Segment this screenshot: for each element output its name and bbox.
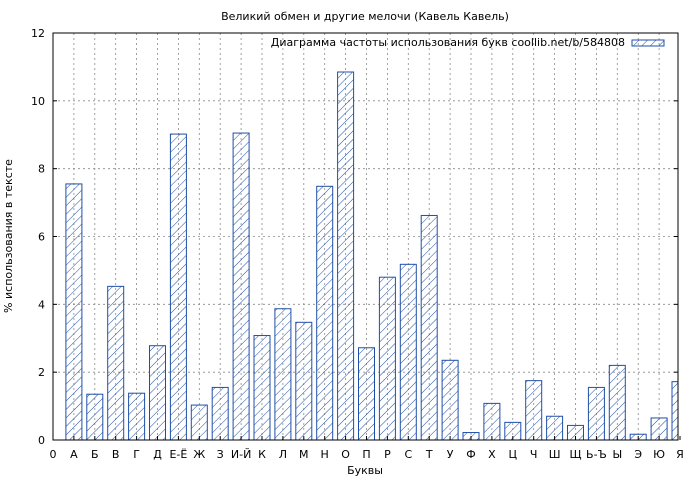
bar-23 (525, 380, 543, 441)
bar-1 (65, 183, 83, 441)
bar-26 (587, 386, 605, 441)
x-tick-label: О (341, 448, 350, 461)
bar-21 (483, 402, 501, 441)
bar-10 (253, 335, 271, 441)
x-tick-label: Х (488, 448, 496, 461)
x-axis-label: Буквы (347, 464, 383, 477)
grid (53, 33, 678, 440)
bar-19 (441, 359, 459, 441)
bar-30 (671, 381, 679, 441)
y-tick-label: 2 (38, 366, 45, 379)
bar-11 (274, 308, 292, 441)
y-tick-label: 12 (31, 27, 45, 40)
x-tick-label: У (447, 448, 454, 461)
x-tick-label: Щ (569, 448, 581, 461)
x-tick-label: Ь-Ъ (586, 448, 607, 461)
x-tick-label: Н (321, 448, 329, 461)
x-tick-label: П (362, 448, 370, 461)
bar-13 (316, 185, 334, 441)
y-tick-label: 8 (38, 163, 45, 176)
x-tick-label: Э (634, 448, 642, 461)
y-tick-label: 0 (38, 434, 45, 447)
bar-16 (378, 276, 396, 441)
bar-14 (337, 71, 355, 441)
x-tick-label: А (70, 448, 78, 461)
x-tick-label: В (112, 448, 120, 461)
x-tick-label: Д (153, 448, 162, 461)
y-axis-ticks: 0 2 4 6 8 10 12 (31, 27, 678, 447)
x-tick-label: И-Й (231, 448, 251, 461)
bar-7 (190, 404, 208, 441)
y-tick-label: 10 (31, 95, 45, 108)
y-tick-label: 4 (38, 298, 45, 311)
x-tick-label: Р (384, 448, 391, 461)
x-tick-label: Ч (530, 448, 538, 461)
chart-title: Великий обмен и другие мелочи (Кавель Ка… (221, 10, 509, 23)
x-tick-label: Ц (509, 448, 518, 461)
bar-6 (169, 133, 187, 441)
x-tick-label: М (299, 448, 309, 461)
legend-swatch (631, 39, 665, 47)
x-tick-label: Ж (193, 448, 205, 461)
x-tick-label: Ф (466, 448, 475, 461)
x-tick-label: Г (133, 448, 140, 461)
x-tick-label: Л (279, 448, 287, 461)
bar-5 (149, 345, 166, 441)
x-tick-label: Ш (549, 448, 561, 461)
x-tick-label: Ы (612, 448, 622, 461)
bar-15 (358, 347, 375, 441)
bar-2 (86, 393, 104, 441)
bars (65, 71, 679, 441)
bar-8 (211, 386, 229, 441)
x-axis-ticks: 0 А Б В Г Д Е-Ё Ж З И-Й К Л М Н О П Р С Т У Ф Х Ц Ч Ш Щ Ь-Ъ Ы Э Ю Я (50, 436, 684, 461)
legend: Диаграмма частоты использования букв coo… (271, 36, 665, 49)
x-tick-label: Б (91, 448, 99, 461)
y-axis-label: % использования в тексте (2, 159, 15, 313)
x-tick-label: Я (676, 448, 684, 461)
x-tick-label: Ю (653, 448, 665, 461)
bar-18 (420, 214, 438, 441)
x-tick-label: З (217, 448, 224, 461)
x-tick-label: 0 (50, 448, 57, 461)
bar-3 (107, 285, 125, 441)
legend-label: Диаграмма частоты использования букв coo… (271, 36, 625, 49)
bar-9 (232, 132, 250, 441)
bar-4 (128, 392, 146, 441)
bar-27 (608, 364, 626, 441)
bar-17 (399, 263, 417, 441)
x-tick-label: Е-Ё (169, 448, 187, 461)
x-tick-label: С (404, 448, 412, 461)
bar-12 (295, 321, 313, 441)
y-tick-label: 6 (38, 231, 45, 244)
x-tick-label: Т (425, 448, 433, 461)
x-tick-label: К (258, 448, 266, 461)
